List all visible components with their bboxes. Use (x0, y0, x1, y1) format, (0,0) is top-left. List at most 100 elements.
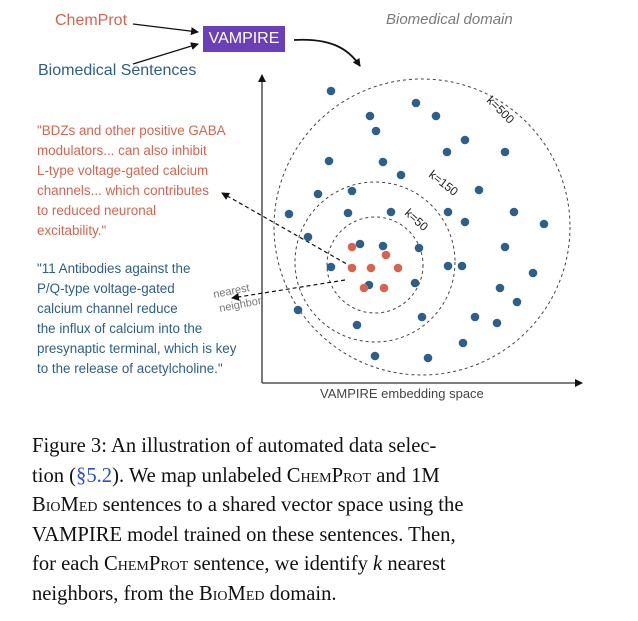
chemprot-point (347, 263, 357, 273)
caption-line: VAMPIRE model trained on these sentences… (32, 521, 602, 551)
caption-line: neighbors, from the BioMed domain. (32, 580, 602, 610)
biomed-point (495, 283, 505, 293)
biomed-point (458, 338, 468, 348)
k500-circle (273, 78, 571, 376)
biomed-point (443, 261, 453, 271)
figure-caption: Figure 3: An illustration of automated d… (32, 432, 602, 609)
caption-smallcaps: BioMed (199, 582, 265, 605)
diagram-svg: k=500 k=150 k=50 nearest neighbor (132, 23, 583, 387)
caption-smallcaps: ChemProt (286, 464, 372, 487)
quote-line: "BDZs and other positive GABA (37, 123, 226, 138)
caption-k-variable: k (373, 553, 383, 575)
biomed-point (442, 147, 452, 157)
vampire-to-space-arrow (293, 38, 361, 67)
chemprot-arrow (132, 23, 199, 36)
vampire-box: VAMPIRE (203, 26, 285, 52)
caption-text: VAMPIRE model trained on these sentences… (32, 523, 456, 546)
biomed-point (303, 232, 313, 242)
points-group (284, 86, 549, 363)
quote-line: calcium channel reduce (37, 301, 178, 316)
biomed-point (386, 207, 396, 217)
biomed-point (411, 98, 421, 108)
biomed-point (470, 312, 480, 322)
nearest-neighbor-arrow (231, 279, 346, 301)
quote-line: to reduced neuronal (37, 203, 157, 218)
caption-text: tion ( (32, 464, 77, 487)
biomedical-sentences-label: Biomedical Sentences (38, 62, 197, 79)
biomed-point (539, 219, 549, 229)
quote-line: presynaptic terminal, which is key (37, 341, 237, 356)
biomed-point (512, 297, 522, 307)
chemprot-point (393, 263, 403, 273)
biomed-point (423, 353, 433, 363)
chemprot-point (381, 250, 391, 260)
quote-line: to the release of acetylcholine." (37, 361, 223, 376)
biomed-point (410, 278, 420, 288)
biomed-quote: "11 Antibodies against the P/Q-type volt… (37, 259, 252, 379)
biomed-point (324, 156, 334, 166)
caption-text: and 1M (371, 464, 440, 487)
quote-line: the influx of calcium into the (37, 321, 203, 336)
k150-label: k=150 (426, 167, 461, 199)
x-axis-label: VAMPIRE embedding space (320, 386, 484, 401)
biomed-point (474, 185, 484, 195)
biomed-point (313, 189, 323, 199)
biomed-point (500, 242, 510, 252)
biomed-point (500, 147, 510, 157)
caption-line: Figure 3: An illustration of automated d… (32, 432, 602, 462)
biomed-point (460, 217, 470, 227)
quote-line: P/Q-type voltage-gated (37, 281, 175, 296)
chemprot-quote: "BDZs and other positive GABA modulators… (37, 121, 252, 241)
biomed-point (352, 320, 362, 330)
biomed-point (370, 351, 380, 361)
biomed-point (371, 126, 381, 136)
biomed-point (355, 239, 365, 249)
caption-text: Figure 3: An illustration of automated d… (32, 435, 437, 457)
caption-text: ). We map unlabeled (112, 464, 287, 487)
caption-text: sentences to a shared vector space using… (97, 494, 464, 516)
biomed-point (284, 209, 294, 219)
caption-smallcaps: ChemProt (104, 553, 189, 575)
k50-label: k=50 (402, 206, 431, 234)
biomed-point (492, 318, 502, 328)
chemprot-point (359, 283, 369, 293)
quote-line: excitability." (37, 223, 107, 238)
quote-line: "11 Antibodies against the (37, 261, 191, 276)
biomed-point (347, 186, 357, 196)
biomed-point (528, 268, 538, 278)
biomed-point (365, 111, 375, 121)
biomed-arrow (132, 42, 199, 65)
biomed-point (457, 261, 467, 271)
chemprot-label: ChemProt (55, 12, 128, 29)
chemprot-quote-arrow (221, 192, 353, 268)
biomed-point (378, 157, 388, 167)
caption-line: BioMed sentences to a shared vector spac… (32, 491, 602, 521)
biomed-point (396, 170, 406, 180)
caption-text: for each (32, 553, 105, 575)
caption-text: neighbors, from the (32, 582, 200, 605)
caption-smallcaps: BioMed (32, 494, 98, 516)
biomed-point (431, 111, 441, 121)
caption-line: for each ChemProt sentence, we identify … (32, 550, 602, 580)
caption-text: sentence, we identify (188, 553, 374, 575)
domain-title: Biomedical domain (386, 11, 513, 28)
biomed-point (343, 208, 353, 218)
chemprot-point (366, 263, 376, 273)
biomed-point (443, 207, 453, 217)
caption-line: tion (§5.2). We map unlabeled ChemProt a… (32, 462, 602, 492)
biomed-point (509, 207, 519, 217)
section-ref-link[interactable]: §5.2 (76, 464, 113, 487)
quote-line: channels... which contributes (37, 183, 209, 198)
biomed-point (326, 262, 336, 272)
biomed-point (326, 86, 336, 96)
biomed-point (417, 312, 427, 322)
biomed-point (460, 135, 470, 145)
biomed-point (414, 243, 424, 253)
biomed-point (293, 305, 303, 315)
figure-panel: k=500 k=150 k=50 nearest neighbor ChemPr… (37, 11, 583, 401)
quote-line: modulators... can also inhibit (37, 143, 207, 158)
k50-circle (326, 216, 424, 314)
caption-text: domain. (264, 582, 337, 605)
k150-circle (294, 181, 456, 343)
chemprot-point (347, 242, 357, 252)
